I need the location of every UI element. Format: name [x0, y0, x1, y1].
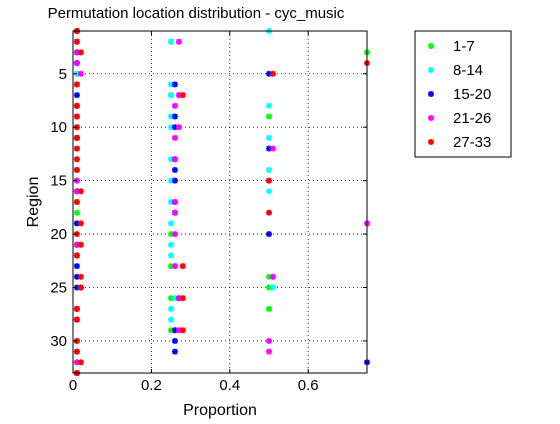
- data-point: [266, 177, 272, 184]
- data-point: [77, 241, 84, 248]
- data-point: [73, 209, 80, 216]
- data-point: [266, 102, 272, 109]
- data-point: [269, 145, 276, 152]
- x-tick-label: 0.4: [219, 377, 240, 394]
- data-point: [179, 295, 186, 302]
- legend-marker: [428, 115, 434, 121]
- data-point: [269, 70, 276, 77]
- data-point: [171, 348, 178, 355]
- data-point: [77, 273, 84, 280]
- legend-marker: [428, 67, 434, 73]
- legend-label: 27-33: [453, 134, 491, 151]
- data-point: [73, 166, 80, 173]
- data-point: [179, 92, 186, 99]
- data-point: [266, 305, 272, 312]
- data-point: [266, 166, 272, 173]
- data-point: [77, 70, 84, 77]
- x-tick-label: 0.6: [298, 377, 319, 394]
- data-point: [171, 113, 178, 120]
- plot-frame: [72, 30, 368, 374]
- data-point: [179, 327, 186, 334]
- y-tick-label: 15: [50, 173, 67, 190]
- data-point: [266, 188, 272, 195]
- data-point: [171, 166, 178, 173]
- legend: 1-7 8-14 15-20 21-26 27-33: [414, 30, 512, 158]
- data-point: [77, 220, 84, 227]
- data-point: [171, 231, 178, 238]
- legend-label: 15-20: [453, 86, 491, 103]
- data-point: [73, 252, 80, 259]
- data-point: [171, 177, 178, 184]
- plot-area: [73, 31, 367, 373]
- data-point: [266, 348, 272, 355]
- data-point: [77, 188, 84, 195]
- data-point: [171, 209, 178, 216]
- x-tick-label: 0.2: [141, 377, 162, 394]
- data-point: [73, 102, 80, 109]
- data-point: [171, 81, 178, 88]
- data-point: [168, 316, 174, 323]
- data-point: [73, 81, 80, 88]
- legend-items: 1-7 8-14 15-20 21-26 27-33: [428, 38, 491, 151]
- legend-marker: [428, 91, 434, 97]
- data-point: [73, 263, 80, 270]
- data-point: [171, 199, 178, 205]
- y-axis-label: Region: [25, 177, 42, 228]
- data-point: [73, 305, 80, 312]
- data-point: [77, 284, 84, 291]
- legend-marker: [428, 139, 434, 145]
- data-point: [73, 38, 80, 45]
- data-point: [175, 38, 182, 45]
- legend-label: 8-14: [453, 62, 483, 79]
- data-point: [168, 305, 174, 312]
- data-point: [269, 273, 276, 280]
- data-point: [77, 49, 84, 56]
- y-tick-label: 10: [50, 119, 67, 136]
- data-point: [266, 231, 272, 238]
- data-point: [266, 337, 272, 344]
- y-tick-label: 25: [50, 280, 67, 297]
- axis-ticks: 0 0.2 0.4 0.6 5 10 15 20 25 30: [50, 31, 367, 394]
- data-point: [171, 102, 178, 109]
- y-tick-label: 20: [50, 226, 67, 243]
- data-point: [266, 209, 272, 216]
- data-point: [269, 284, 276, 291]
- data-point: [73, 92, 80, 99]
- data-point: [171, 263, 178, 270]
- data-point: [73, 134, 80, 141]
- data-point: [179, 263, 186, 270]
- data-point: [168, 38, 174, 45]
- y-tick-label: 30: [50, 333, 67, 350]
- x-tick-label: 0: [69, 377, 77, 394]
- data-point: [168, 92, 174, 99]
- data-point: [171, 134, 178, 141]
- data-point: [168, 252, 174, 259]
- data-point: [73, 156, 80, 163]
- data-point: [73, 199, 80, 205]
- data-point: [73, 145, 80, 152]
- data-point: [73, 348, 80, 355]
- grid-lines: [73, 31, 367, 373]
- chart-title: Permutation location distribution - cyc_…: [48, 5, 345, 22]
- data-point: [77, 359, 84, 366]
- data-point: [73, 60, 80, 67]
- x-axis-label: Proportion: [183, 402, 257, 419]
- data-point: [171, 156, 178, 163]
- legend-label: 21-26: [453, 110, 491, 127]
- data-point: [168, 220, 174, 227]
- data-point: [175, 124, 182, 131]
- data-point: [266, 113, 272, 120]
- legend-marker: [428, 43, 434, 49]
- data-point: [73, 113, 80, 120]
- data-point: [266, 134, 272, 141]
- data-point: [73, 316, 80, 323]
- legend-label: 1-7: [453, 38, 475, 55]
- y-tick-label: 5: [59, 66, 67, 83]
- data-point: [168, 241, 174, 248]
- data-point: [171, 337, 178, 344]
